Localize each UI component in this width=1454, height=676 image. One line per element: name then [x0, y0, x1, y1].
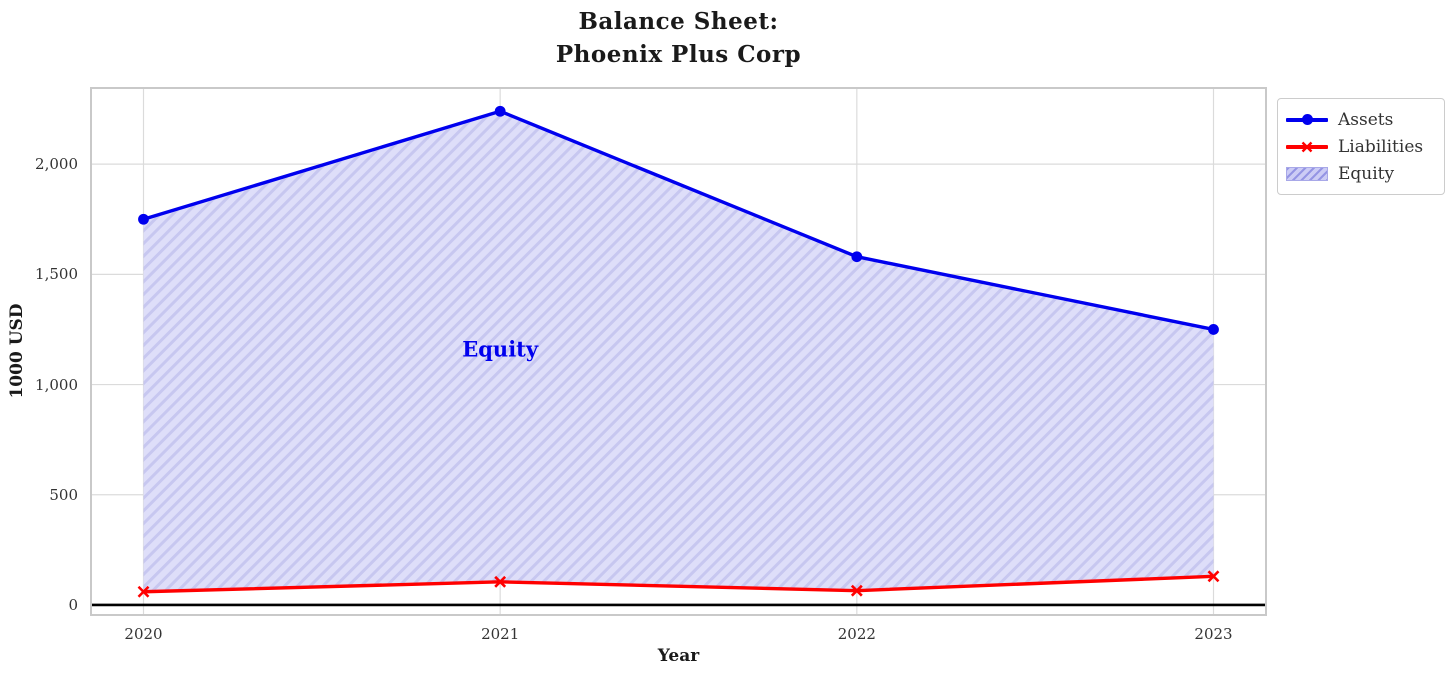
y-tick-label: 500 [49, 485, 78, 504]
equity-hatched-patch-swatch-icon [1286, 166, 1328, 182]
equity-area-annotation: Equity [462, 336, 539, 362]
y-tick-label: 1,000 [35, 375, 78, 394]
x-tick-label: 2021 [481, 625, 520, 643]
y-tick-label: 1,500 [35, 265, 78, 284]
legend-label: Liabilities [1338, 136, 1424, 157]
legend-label: Equity [1338, 163, 1395, 184]
legend-entry-assets: Assets [1286, 106, 1434, 133]
legend-entry-equity: Equity [1286, 160, 1434, 187]
plot-area [90, 87, 1267, 616]
chart-title-line1: Balance Sheet: [578, 8, 779, 35]
legend: Assets Liabilities Equity [1277, 98, 1445, 195]
legend-label: Assets [1338, 109, 1394, 130]
x-tick-label: 2020 [124, 625, 163, 643]
assets-line-circle-swatch-icon [1286, 112, 1328, 128]
chart-svg [90, 87, 1267, 616]
y-tick-label: 0 [68, 595, 78, 614]
x-axis-label: Year [657, 646, 700, 666]
legend-entry-liabilities: Liabilities [1286, 133, 1434, 160]
liabilities-line-x-swatch-icon [1286, 139, 1328, 155]
y-tick-label: 2,000 [35, 155, 78, 174]
chart-title-line2: Phoenix Plus Corp [555, 41, 802, 68]
x-tick-label: 2023 [1194, 625, 1233, 643]
x-tick-label: 2022 [837, 625, 876, 643]
